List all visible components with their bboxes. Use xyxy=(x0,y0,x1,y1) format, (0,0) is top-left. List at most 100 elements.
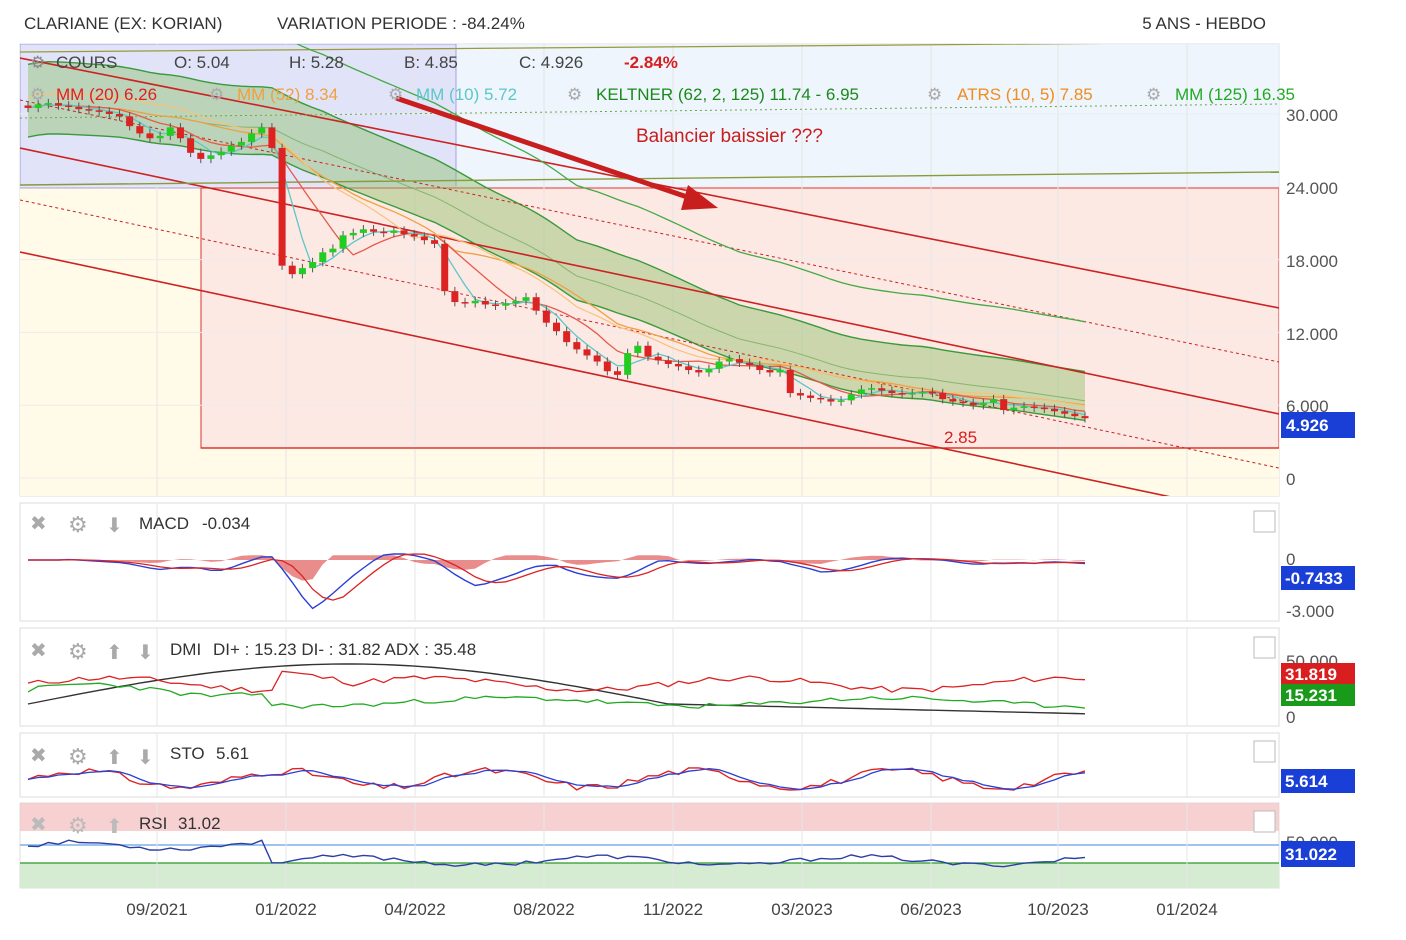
close-icon[interactable]: ✖ xyxy=(30,814,47,836)
x-axis-label: 11/2022 xyxy=(643,900,703,919)
candle xyxy=(715,361,723,369)
candle xyxy=(298,268,306,275)
variation-label: VARIATION PERIODE : -84.24% xyxy=(277,14,525,33)
sto-checkbox[interactable] xyxy=(1253,740,1276,763)
channel-upper-dotted xyxy=(20,99,1279,363)
y-tick-12: 12.000 xyxy=(1286,325,1338,344)
mm52-line xyxy=(27,104,1086,406)
candle xyxy=(1061,411,1069,414)
y-tick-24: 24.000 xyxy=(1286,179,1338,198)
gear-icon[interactable]: ⚙ xyxy=(209,85,224,104)
candle xyxy=(644,345,652,357)
macd-checkbox[interactable] xyxy=(1253,510,1276,533)
x-axis-label: 01/2024 xyxy=(1156,900,1217,919)
close-icon[interactable]: ✖ xyxy=(30,640,47,662)
candle xyxy=(126,116,134,127)
candle xyxy=(949,399,957,402)
candle xyxy=(349,232,357,236)
macd-panel: ✖ ⚙ ⬇ MACD -0.034 0 -3.000 -0.7433 xyxy=(19,502,1355,622)
candle xyxy=(329,248,337,253)
legend-mm20: MM (20) 6.26 xyxy=(56,85,157,104)
candle xyxy=(34,104,42,108)
macd-badge-bg xyxy=(1281,566,1355,590)
candle xyxy=(471,300,479,304)
arrow-down-icon[interactable]: ⬇ xyxy=(106,515,123,537)
candle xyxy=(878,388,886,391)
candle xyxy=(532,297,540,311)
dmi-tick-0: 0 xyxy=(1286,708,1295,727)
candlestick-series xyxy=(24,98,1089,423)
dmi-checkbox[interactable] xyxy=(1253,636,1276,659)
atrs-line xyxy=(27,93,1086,407)
candle xyxy=(1010,407,1018,411)
trend-arrow xyxy=(395,95,718,210)
mm10-line xyxy=(27,104,1086,416)
sto-badge: 5.614 xyxy=(1285,772,1328,791)
candle xyxy=(929,391,937,394)
di-minus-badge-bg xyxy=(1281,663,1355,685)
candle xyxy=(420,236,428,241)
macd-histogram xyxy=(28,555,1085,581)
arrow-up-icon[interactable]: ⬆ xyxy=(106,747,123,769)
candle xyxy=(786,370,794,394)
candle xyxy=(766,370,774,373)
gear-icon[interactable]: ⚙ xyxy=(68,639,88,664)
candle xyxy=(1000,399,1008,411)
arrow-up-icon[interactable]: ⬆ xyxy=(106,642,123,664)
rsi-grid xyxy=(156,803,1188,888)
candle xyxy=(248,133,256,142)
candle xyxy=(573,342,581,350)
gear-icon[interactable]: ⚙ xyxy=(388,85,403,104)
candle xyxy=(278,147,286,266)
gear-icon[interactable]: ⚙ xyxy=(567,85,582,104)
arrow-down-icon[interactable]: ⬇ xyxy=(137,642,154,664)
gear-icon[interactable]: ⚙ xyxy=(1146,85,1161,104)
close-icon[interactable]: ✖ xyxy=(30,745,47,767)
candle xyxy=(685,366,693,371)
period-label: 5 ANS - HEBDO xyxy=(1142,14,1266,33)
gear-icon[interactable]: ⚙ xyxy=(30,85,45,104)
close-icon[interactable]: ✖ xyxy=(30,513,47,535)
arrow-down-icon[interactable]: ⬇ xyxy=(137,747,154,769)
di-minus-badge: 31.819 xyxy=(1285,665,1337,684)
candle xyxy=(868,388,876,390)
arrow-up-icon[interactable]: ⬆ xyxy=(106,816,123,838)
legend-open: O: 5.04 xyxy=(174,53,230,72)
candle xyxy=(583,349,591,356)
gear-icon[interactable]: ⚙ xyxy=(68,744,88,769)
dmi-panel-frame xyxy=(19,627,1280,727)
candle xyxy=(217,151,225,156)
candle xyxy=(624,353,632,375)
channel-lower-dotted xyxy=(20,199,1279,469)
candle xyxy=(746,362,754,366)
candle xyxy=(288,265,296,275)
candle xyxy=(75,106,83,110)
gear-icon[interactable]: ⚙ xyxy=(927,85,942,104)
di-minus-line xyxy=(27,670,1086,694)
main-panel: ⚙ COURS O: 5.04 H: 5.28 B: 4.85 C: 4.926… xyxy=(19,43,1295,497)
olive-line xyxy=(20,171,1279,186)
candle xyxy=(502,303,510,306)
candle xyxy=(817,397,825,400)
gear-icon[interactable]: ⚙ xyxy=(68,512,88,537)
candle xyxy=(613,371,621,375)
candle xyxy=(705,368,713,373)
candle xyxy=(959,401,967,404)
candle xyxy=(492,304,500,306)
annotation-level: 2.85 xyxy=(944,428,977,447)
candle xyxy=(1081,416,1089,419)
candle xyxy=(990,399,998,403)
candle xyxy=(1030,406,1038,408)
rsi-value: 31.02 xyxy=(178,814,221,833)
gear-icon[interactable]: ⚙ xyxy=(68,813,88,838)
legend-keltner: KELTNER (62, 2, 125) 11.74 - 6.95 xyxy=(596,85,859,104)
rsi-badge: 31.022 xyxy=(1285,845,1337,864)
rsi-checkbox[interactable] xyxy=(1253,810,1276,833)
gear-icon[interactable]: ⚙ xyxy=(30,53,45,72)
x-axis-label: 06/2023 xyxy=(900,900,961,919)
sto-label: STO xyxy=(170,744,205,763)
candle xyxy=(24,105,32,108)
x-axis-label: 10/2023 xyxy=(1027,900,1088,919)
candle xyxy=(593,355,601,362)
